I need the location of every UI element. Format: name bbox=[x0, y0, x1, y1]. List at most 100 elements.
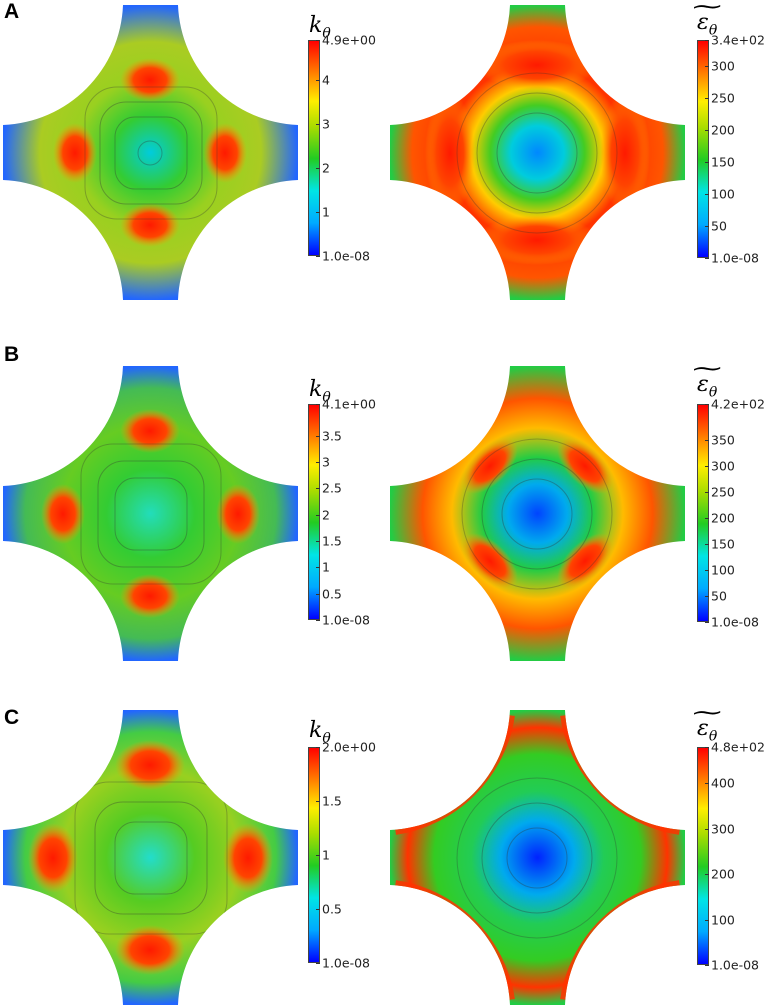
colorbar-tick-mark bbox=[705, 544, 709, 546]
colorbar-tick-label: 1.0e-08 bbox=[322, 248, 370, 264]
colorbar-tick-mark bbox=[705, 225, 709, 227]
colorbar-title-epsilon-theta-c: εθ bbox=[697, 716, 717, 744]
colorbar-tick-label: 300 bbox=[711, 458, 735, 474]
colorbar-tick-mark bbox=[705, 97, 709, 99]
colorbar-tick-mark bbox=[705, 161, 709, 163]
colorbar-tick-label: 1 bbox=[322, 559, 330, 575]
contour-plot-k-theta-c bbox=[3, 710, 298, 1005]
colorbar-tick-label: 2 bbox=[322, 160, 330, 176]
colorbar-tick-mark bbox=[316, 256, 320, 257]
colorbar-tick-mark bbox=[316, 540, 320, 542]
colorbar-tick-mark bbox=[705, 193, 709, 195]
colorbar-tick-label: 300 bbox=[711, 58, 735, 74]
colorbar-k-theta-b bbox=[308, 404, 320, 620]
colorbar-tick-label: 300 bbox=[711, 821, 735, 837]
colorbar-tick-mark bbox=[705, 466, 709, 468]
contour-plot-epsilon-theta-c bbox=[390, 710, 685, 1005]
colorbar-tick-mark bbox=[705, 828, 709, 830]
colorbar-tick-mark bbox=[705, 492, 709, 494]
colorbar-tick-mark bbox=[705, 258, 709, 259]
colorbar-tick-label: 1 bbox=[322, 204, 330, 220]
colorbar-tick-mark bbox=[705, 518, 709, 520]
colorbar-tick-mark bbox=[316, 435, 320, 437]
colorbar-tick-label: 400 bbox=[711, 775, 735, 791]
colorbar-tick-mark bbox=[705, 440, 709, 442]
colorbar-tick-mark bbox=[316, 963, 320, 964]
colorbar-tick-label: 100 bbox=[711, 912, 735, 928]
colorbar-tick-label: 3.4e+02 bbox=[711, 32, 765, 48]
contour-plot-epsilon-theta-b bbox=[390, 366, 685, 661]
colorbar-tick-mark bbox=[705, 965, 709, 966]
colorbar-tick-label: 1.0e-08 bbox=[711, 614, 759, 630]
colorbar-tick-label: 3.5 bbox=[322, 428, 342, 444]
colorbar-tick-mark bbox=[316, 404, 320, 405]
row-label-b: B bbox=[4, 343, 20, 366]
colorbar-tick-label: 0.5 bbox=[322, 901, 342, 917]
colorbar-tick-mark bbox=[316, 167, 320, 169]
colorbar-tick-label: 100 bbox=[711, 186, 735, 202]
colorbar-tick-label: 1.5 bbox=[322, 533, 342, 549]
colorbar-tick-label: 150 bbox=[711, 154, 735, 170]
colorbar-tick-label: 4.1e+00 bbox=[322, 396, 376, 412]
colorbar-tick-label: 200 bbox=[711, 510, 735, 526]
colorbar-tick-mark bbox=[316, 593, 320, 595]
colorbar-tick-mark bbox=[705, 65, 709, 67]
contour-plot-k-theta-b bbox=[3, 366, 298, 661]
colorbar-tick-label: 0.5 bbox=[322, 586, 342, 602]
colorbar-tick-mark bbox=[705, 570, 709, 572]
colorbar-tick-label: 50 bbox=[711, 588, 727, 604]
colorbar-tick-label: 1.0e-08 bbox=[711, 250, 759, 266]
colorbar-title-epsilon-theta-b: εθ bbox=[697, 372, 717, 400]
colorbar-tick-mark bbox=[316, 801, 320, 802]
colorbar-tick-mark bbox=[705, 747, 709, 748]
colorbar-tick-label: 150 bbox=[711, 536, 735, 552]
colorbar-tick-mark bbox=[316, 123, 320, 125]
colorbar-tick-mark bbox=[705, 40, 709, 41]
colorbar-tick-label: 1.5 bbox=[322, 793, 342, 809]
colorbar-tick-label: 250 bbox=[711, 484, 735, 500]
colorbar-tick-label: 4 bbox=[322, 72, 330, 88]
colorbar-tick-mark bbox=[316, 909, 320, 910]
colorbar-title-epsilon-theta-a: εθ bbox=[697, 10, 717, 38]
colorbar-tick-mark bbox=[705, 874, 709, 876]
colorbar-tick-mark bbox=[316, 747, 320, 748]
colorbar-tick-label: 2 bbox=[322, 507, 330, 523]
colorbar-k-theta-a bbox=[308, 40, 320, 256]
colorbar-tick-label: 4.9e+00 bbox=[322, 32, 376, 48]
colorbar-tick-label: 1 bbox=[322, 847, 330, 863]
colorbar-title-k-theta-c: kθ bbox=[309, 718, 331, 747]
colorbar-tick-mark bbox=[316, 514, 320, 516]
colorbar-tick-mark bbox=[316, 40, 320, 41]
colorbar-title-k-theta-a: kθ bbox=[309, 13, 331, 42]
colorbar-tick-label: 200 bbox=[711, 866, 735, 882]
colorbar-title-k-theta-b: kθ bbox=[309, 377, 331, 406]
colorbar-tick-mark bbox=[705, 404, 709, 405]
colorbar-tick-mark bbox=[316, 620, 320, 621]
colorbar-epsilon-theta-b bbox=[697, 404, 709, 622]
row-label-a: A bbox=[4, 0, 20, 23]
colorbar-tick-mark bbox=[316, 567, 320, 569]
colorbar-tick-mark bbox=[705, 622, 709, 623]
colorbar-tick-label: 4.2e+02 bbox=[711, 396, 765, 412]
colorbar-tick-label: 100 bbox=[711, 562, 735, 578]
contour-plot-k-theta-a bbox=[3, 5, 298, 300]
colorbar-epsilon-theta-a bbox=[697, 40, 709, 258]
colorbar-tick-label: 350 bbox=[711, 432, 735, 448]
row-label-c: C bbox=[4, 706, 20, 729]
colorbar-tick-label: 1.0e-08 bbox=[711, 957, 759, 973]
colorbar-tick-mark bbox=[705, 783, 709, 785]
colorbar-tick-label: 4.8e+02 bbox=[711, 739, 765, 755]
colorbar-tick-label: 1.0e-08 bbox=[322, 612, 370, 628]
colorbar-tick-label: 1.0e-08 bbox=[322, 955, 370, 971]
colorbar-epsilon-theta-c bbox=[697, 747, 709, 965]
colorbar-tick-mark bbox=[316, 488, 320, 490]
colorbar-tick-label: 200 bbox=[711, 122, 735, 138]
colorbar-tick-label: 50 bbox=[711, 218, 727, 234]
colorbar-tick-mark bbox=[705, 919, 709, 921]
colorbar-tick-label: 3 bbox=[322, 116, 330, 132]
colorbar-tick-label: 3 bbox=[322, 454, 330, 470]
colorbar-tick-mark bbox=[316, 211, 320, 213]
colorbar-tick-mark bbox=[705, 129, 709, 131]
colorbar-tick-mark bbox=[705, 596, 709, 598]
contour-plot-epsilon-theta-a bbox=[390, 5, 685, 300]
